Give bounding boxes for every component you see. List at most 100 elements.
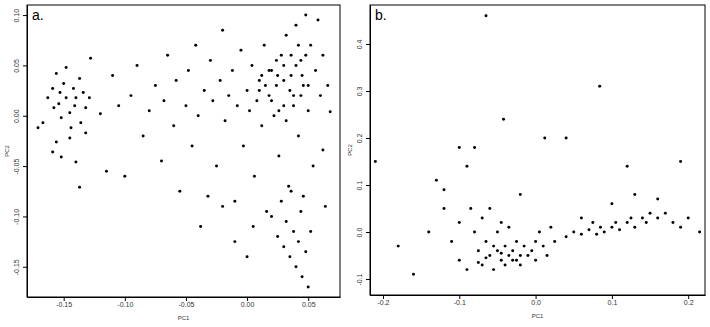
y-tick-label: -0.1 <box>356 273 363 285</box>
y-tick: 0.0 <box>356 228 370 238</box>
point <box>191 144 194 147</box>
point <box>515 259 518 262</box>
point <box>633 226 636 229</box>
point <box>500 252 503 255</box>
point <box>264 84 267 87</box>
panel: -0.15-0.10-0.050.000.05-0.15-0.10-0.050.… <box>4 5 341 321</box>
point <box>41 121 44 124</box>
point <box>74 96 77 99</box>
point <box>504 263 507 266</box>
point <box>484 240 487 243</box>
point <box>60 156 63 159</box>
point <box>633 193 636 196</box>
y-axis: -0.10.00.10.20.30.4 <box>356 6 371 296</box>
point <box>329 110 332 113</box>
point <box>280 54 283 57</box>
point <box>111 74 114 77</box>
point <box>304 54 307 57</box>
point <box>458 221 461 224</box>
point <box>142 134 145 137</box>
point <box>507 254 510 257</box>
point <box>477 261 480 264</box>
panel-label: a. <box>32 7 44 23</box>
point <box>211 99 214 102</box>
point <box>599 226 602 229</box>
point <box>572 231 575 234</box>
x-tick: -0.2 <box>377 295 389 306</box>
y-axis-line <box>370 6 371 296</box>
point <box>469 207 472 210</box>
x-tick-label: 0.1 <box>608 299 618 306</box>
point <box>233 240 236 243</box>
point <box>224 119 227 122</box>
point <box>504 245 507 248</box>
point <box>309 44 312 47</box>
point <box>187 69 190 72</box>
point <box>162 99 165 102</box>
point <box>255 99 258 102</box>
point <box>184 104 187 107</box>
point <box>538 231 541 234</box>
point <box>626 221 629 224</box>
point <box>265 210 268 213</box>
point <box>288 255 291 258</box>
point <box>304 14 307 17</box>
x-tick-label: 0.00 <box>241 301 255 308</box>
point <box>248 109 251 112</box>
y-tick: 0.4 <box>356 40 370 50</box>
point <box>496 231 499 234</box>
y-tick-mark <box>366 138 370 139</box>
point <box>51 151 54 154</box>
point <box>280 200 283 203</box>
point <box>282 79 285 82</box>
point <box>565 137 568 140</box>
point <box>519 254 522 257</box>
point <box>270 99 273 102</box>
point <box>443 188 446 191</box>
point <box>626 165 629 168</box>
point <box>496 249 499 252</box>
y-tick-label: 0.00 <box>13 109 20 123</box>
point <box>502 118 505 121</box>
point <box>221 29 224 32</box>
point <box>588 228 591 231</box>
point <box>304 250 307 253</box>
y-tick: -0.1 <box>356 273 370 285</box>
x-tick-label: -0.10 <box>117 301 133 308</box>
point <box>314 69 317 72</box>
point <box>302 84 305 87</box>
point <box>258 89 261 92</box>
point <box>65 66 68 69</box>
y-tick-mark <box>23 216 27 217</box>
y-tick-label: 0.1 <box>356 181 363 191</box>
point <box>481 216 484 219</box>
point <box>62 82 65 85</box>
point <box>84 131 87 134</box>
point <box>500 259 503 262</box>
point <box>294 24 297 27</box>
point <box>465 268 468 271</box>
point <box>435 179 438 182</box>
x-axis-title: PC1 <box>178 315 190 321</box>
point <box>519 263 522 266</box>
point <box>233 200 236 203</box>
point <box>629 216 632 219</box>
point <box>246 89 249 92</box>
point <box>123 175 126 178</box>
y-tick-label: -0.15 <box>13 259 20 275</box>
point <box>209 59 212 62</box>
point <box>136 64 139 67</box>
point <box>268 69 271 72</box>
point <box>79 121 82 124</box>
x-tick-label: -0.05 <box>178 301 194 308</box>
point <box>649 212 652 215</box>
point <box>299 59 302 62</box>
point <box>312 165 315 168</box>
point <box>481 263 484 266</box>
point <box>546 254 549 257</box>
point <box>270 215 273 218</box>
point <box>645 221 648 224</box>
point <box>78 77 81 80</box>
point <box>88 96 91 99</box>
point <box>301 275 304 278</box>
